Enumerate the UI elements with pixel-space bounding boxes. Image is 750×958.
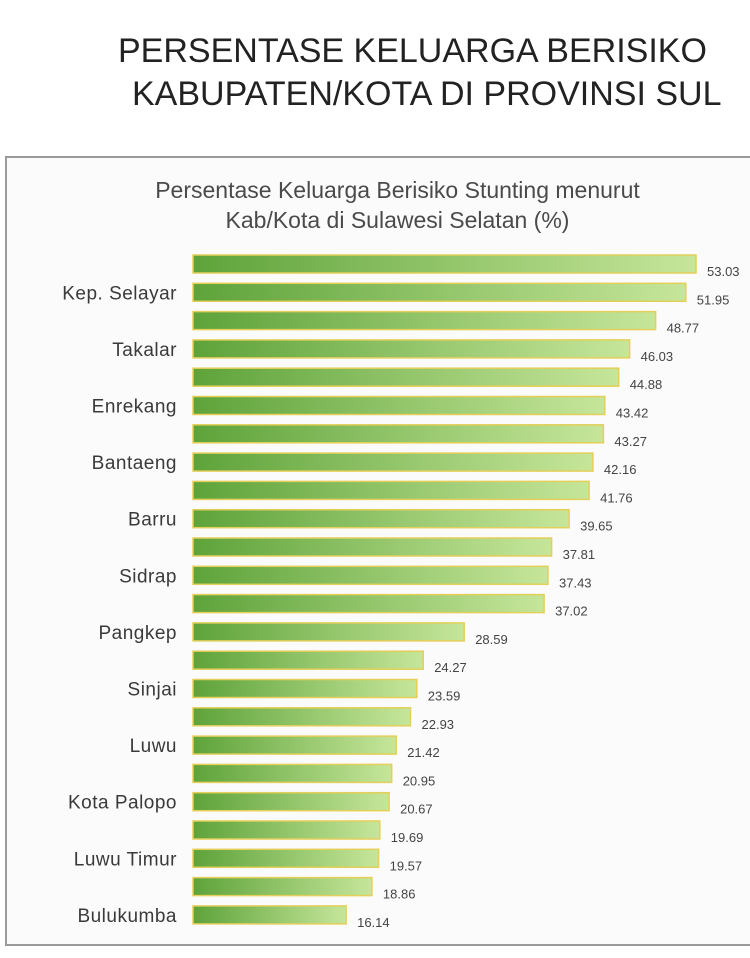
value-label-15: 24.27	[434, 660, 467, 675]
value-label-12: 37.43	[559, 575, 592, 590]
bar-2	[192, 282, 687, 303]
value-label-4: 46.03	[641, 349, 674, 364]
bar-22	[192, 848, 380, 869]
bars-group: 53.03 51.95 Kep. Selayar 48.77 46.03 Takalar 4…	[62, 254, 740, 930]
bar-16	[192, 678, 418, 699]
category-label-22: Luwu Timur	[74, 849, 177, 870]
bar-10	[192, 508, 570, 529]
bar-5	[192, 367, 620, 387]
bar-12	[192, 565, 549, 586]
bar-24	[192, 905, 347, 925]
category-label-20: Kota Palopo	[68, 793, 177, 814]
value-label-5: 44.88	[630, 377, 663, 392]
page-title-line-1: PERSENTASE KELUARGA BERISIKO	[118, 32, 707, 70]
bar-1	[192, 254, 697, 274]
bar-13	[192, 593, 545, 614]
bar-9	[192, 480, 590, 501]
category-label-14: Pangkep	[98, 623, 177, 644]
value-label-3: 48.77	[667, 321, 700, 336]
bar-6	[192, 395, 606, 416]
value-label-23: 18.86	[383, 887, 416, 902]
page-title-line-2: KABUPATEN/KOTA DI PROVINSI SUL	[132, 75, 722, 113]
value-label-17: 22.93	[422, 717, 455, 732]
category-label-4: Takalar	[112, 340, 177, 361]
value-label-13: 37.02	[555, 604, 588, 619]
category-label-2: Kep. Selayar	[62, 283, 177, 304]
value-label-11: 37.81	[563, 547, 596, 562]
value-label-22: 19.57	[390, 858, 423, 873]
bar-8	[192, 452, 594, 472]
value-label-14: 28.59	[475, 632, 508, 647]
chart-title-line-2: Kab/Kota di Sulawesi Selatan (%)	[225, 207, 570, 233]
category-label-6: Enrekang	[92, 397, 177, 418]
bar-4	[192, 339, 631, 359]
value-label-16: 23.59	[428, 689, 461, 704]
bar-23	[192, 876, 373, 897]
category-label-10: Barru	[128, 510, 177, 531]
category-label-16: Sinjai	[128, 680, 177, 701]
chart-title: Persentase Keluarga Berisiko Stunting me…	[0, 175, 750, 235]
bar-20	[192, 791, 390, 812]
bar-11	[192, 537, 553, 557]
page-title: PERSENTASE KELUARGA BERISIKO KABUPATEN/K…	[118, 30, 721, 116]
value-label-19: 20.95	[403, 773, 436, 788]
bar-15	[192, 650, 424, 670]
bar-7	[192, 424, 605, 444]
value-label-8: 42.16	[604, 462, 637, 477]
value-label-6: 43.42	[616, 406, 649, 421]
bar-18	[192, 735, 397, 755]
category-label-18: Luwu	[130, 736, 177, 757]
value-label-2: 51.95	[697, 292, 730, 307]
value-label-20: 20.67	[400, 802, 433, 817]
value-label-10: 39.65	[580, 519, 613, 534]
value-label-18: 21.42	[407, 745, 440, 760]
bar-19	[192, 763, 393, 784]
value-label-1: 53.03	[707, 264, 740, 279]
value-label-9: 41.76	[600, 490, 633, 505]
value-label-7: 43.27	[614, 434, 647, 449]
chart-title-line-1: Persentase Keluarga Berisiko Stunting me…	[155, 177, 640, 203]
category-label-12: Sidrap	[119, 566, 177, 587]
category-label-8: Bantaeng	[92, 453, 177, 474]
bar-3	[192, 310, 657, 331]
bar-17	[192, 707, 412, 727]
category-label-24: Bulukumba	[77, 906, 177, 927]
bar-21	[192, 820, 381, 840]
value-label-21: 19.69	[391, 830, 424, 845]
bar-14	[192, 622, 465, 642]
value-label-24: 16.14	[357, 915, 390, 930]
